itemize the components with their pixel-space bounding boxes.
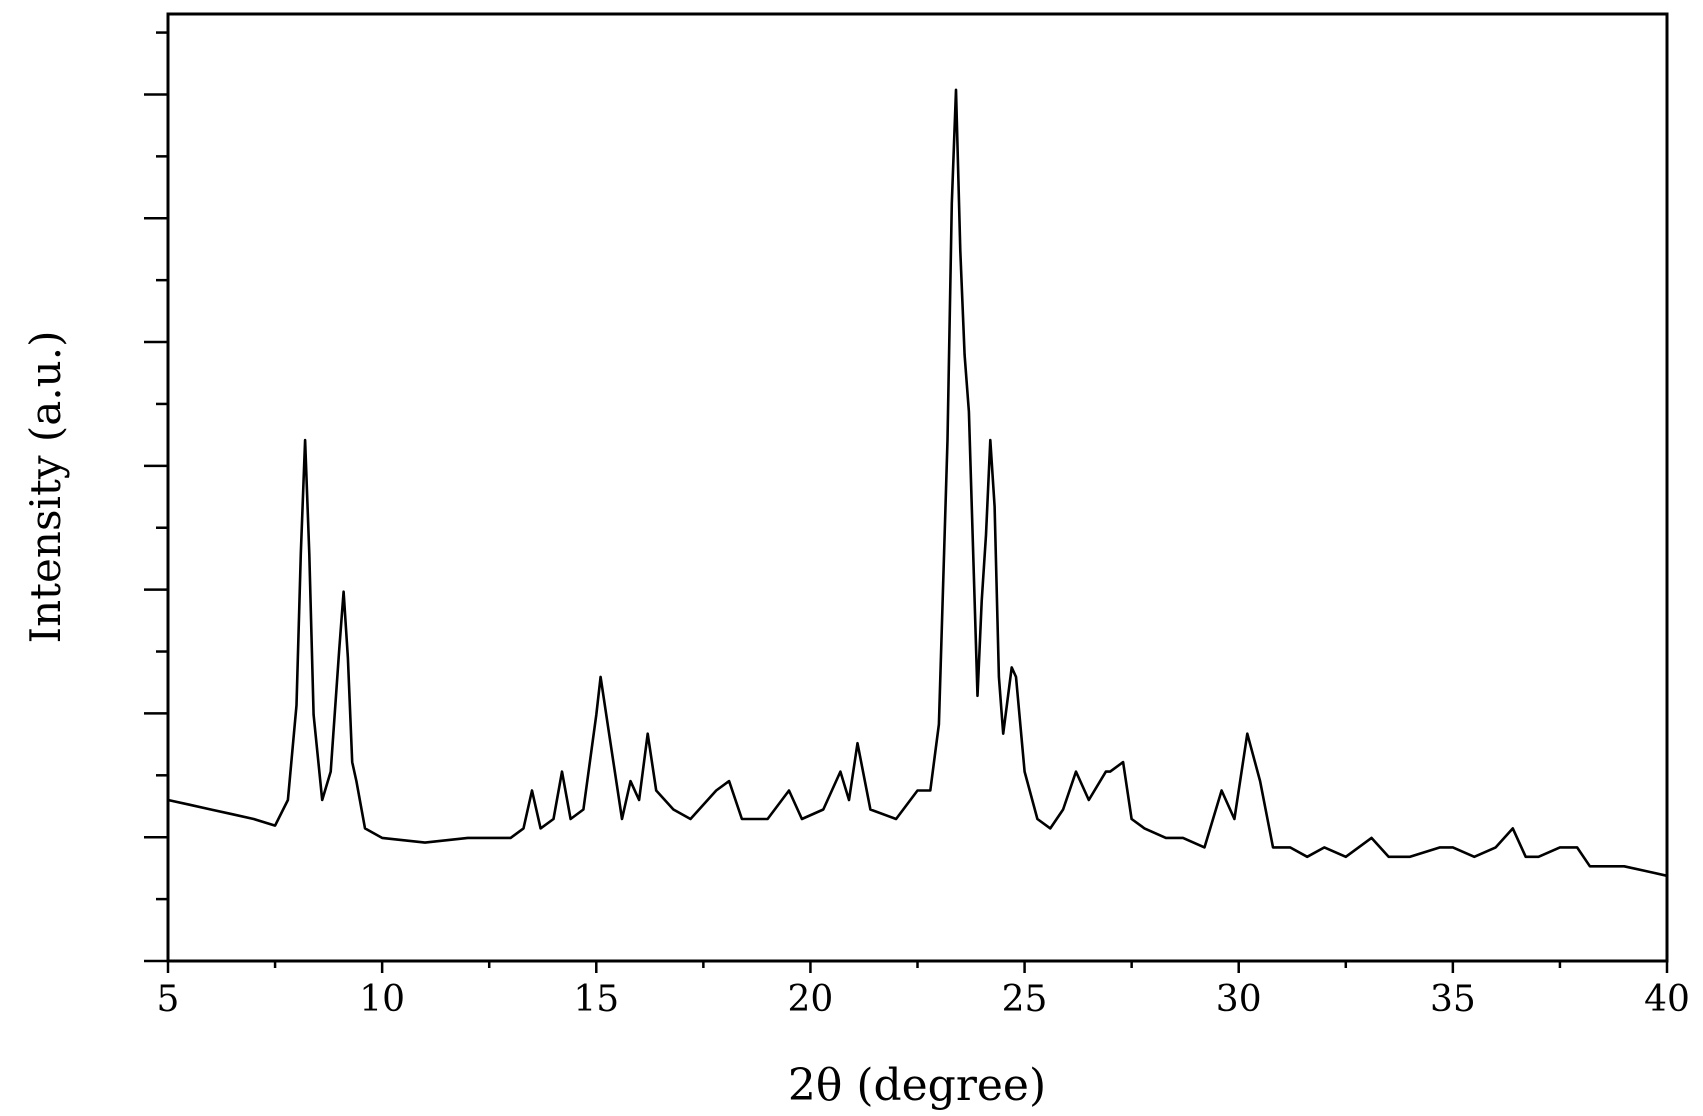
x-tick-label: 40 xyxy=(1644,979,1690,1020)
x-tick-label: 25 xyxy=(1002,979,1048,1020)
y-axis-ticks xyxy=(144,33,168,961)
y-axis-title: Intensity (a.u.) xyxy=(21,331,70,644)
x-tick-label: 20 xyxy=(788,979,834,1020)
plot-frame xyxy=(168,14,1667,961)
x-tick-label: 15 xyxy=(573,979,619,1020)
x-axis-title: 2θ (degree) xyxy=(788,1060,1046,1111)
x-axis-ticks xyxy=(168,961,1667,973)
x-tick-label: 5 xyxy=(157,979,180,1020)
series-line xyxy=(168,90,1667,876)
x-tick-label: 35 xyxy=(1430,979,1476,1020)
x-tick-label: 10 xyxy=(359,979,405,1020)
x-tick-label: 30 xyxy=(1216,979,1262,1020)
x-axis-tick-labels: 5 10 15 20 25 30 35 40 xyxy=(157,979,1690,1020)
